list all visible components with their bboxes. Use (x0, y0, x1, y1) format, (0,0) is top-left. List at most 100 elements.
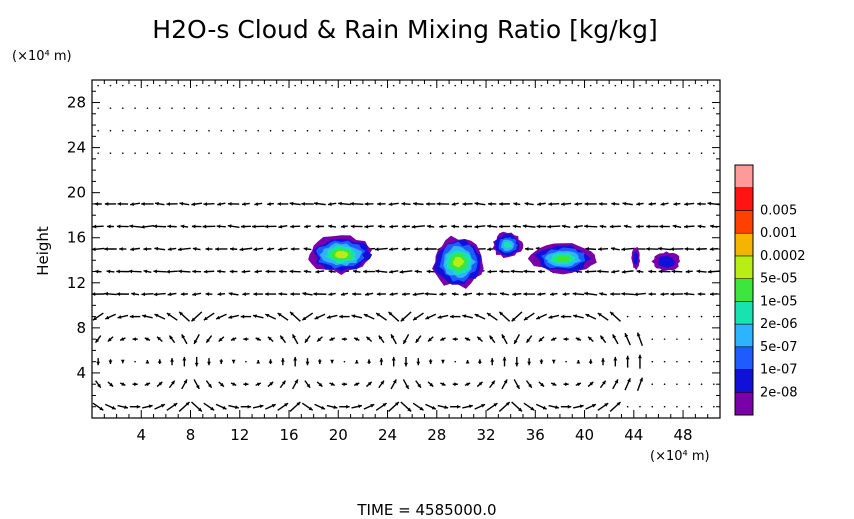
wind-arrowhead (684, 202, 688, 206)
wind-arrowhead (403, 339, 407, 344)
wind-dot (663, 338, 666, 340)
wind-arrowhead (278, 247, 282, 252)
wind-arrowhead (577, 382, 581, 387)
wind-arrowhead (217, 269, 221, 274)
wind-dot (368, 107, 370, 109)
wind-arrowhead (474, 313, 479, 318)
wind-arrowhead (512, 292, 517, 297)
wind-dot (516, 84, 518, 87)
wind-dot (466, 107, 469, 109)
x-tick-label: 44 (624, 426, 643, 444)
wind-arrowhead (501, 334, 506, 339)
wind-arrowhead (166, 313, 171, 317)
wind-arrowhead (604, 403, 609, 407)
wind-arrowhead (343, 382, 348, 387)
y-tick-label: 12 (67, 274, 86, 292)
wind-arrowhead (389, 247, 393, 252)
legend-swatch (734, 255, 754, 279)
wind-arrowhead (584, 291, 589, 296)
wind-arrowhead (425, 315, 430, 320)
wind-dot (294, 129, 296, 132)
wind-arrowhead (341, 224, 345, 229)
wind-arrowhead (293, 356, 298, 361)
wind-dot (602, 129, 604, 132)
legend-label: 1e-05 (760, 294, 798, 309)
wind-arrowhead (255, 337, 260, 342)
wind-arrowhead (228, 291, 233, 296)
wind-dot (405, 152, 407, 155)
wind-arrowhead (476, 292, 480, 296)
wind-arrowhead (242, 202, 246, 206)
wind-dot (602, 107, 604, 109)
wind-arrowhead (107, 224, 111, 229)
wind-dot (614, 107, 617, 109)
wind-arrowhead (611, 269, 616, 274)
wind-arrowhead (552, 382, 557, 386)
wind-arrowhead (197, 407, 202, 412)
wind-dot (134, 129, 136, 132)
wind-arrowhead (265, 313, 270, 318)
wind-arrowhead (524, 201, 529, 206)
wind-dot (503, 152, 506, 155)
wind-arrowhead (513, 202, 518, 206)
wind-dot (220, 107, 223, 109)
wind-arrowhead (389, 224, 393, 229)
wind-arrowhead (658, 246, 662, 251)
wind-arrowhead (400, 317, 405, 322)
wind-arrowhead (538, 337, 543, 342)
wind-arrowhead (230, 247, 234, 251)
wind-dot (442, 107, 444, 109)
wind-arrowhead (303, 269, 308, 274)
wind-dot (121, 84, 124, 87)
wind-arrowhead (419, 406, 424, 411)
wind-arrowhead (130, 247, 135, 252)
wind-dot (565, 360, 567, 363)
wind-arrowhead (710, 224, 714, 229)
y-tick-label: 28 (67, 94, 86, 112)
wind-arrowhead (105, 315, 110, 320)
wind-arrowhead (428, 337, 432, 342)
wind-arrowhead (609, 224, 614, 229)
wind-arrowhead (92, 316, 97, 321)
wind-arrowhead (399, 269, 404, 274)
wind-arrowhead (358, 404, 362, 409)
wind-arrowhead (474, 224, 479, 229)
wind-arrowhead (625, 355, 630, 360)
wind-dot (688, 383, 691, 386)
wind-arrowhead (658, 269, 663, 274)
wind-arrowhead (170, 358, 174, 362)
wind-arrowhead (157, 336, 162, 341)
wind-arrowhead (308, 406, 313, 411)
wind-arrowhead (622, 201, 627, 206)
wind-dot (626, 84, 629, 87)
wind-dot (331, 84, 333, 87)
wind-dot (663, 129, 666, 132)
wind-dot (651, 315, 654, 318)
y-tick-label: 4 (76, 364, 86, 382)
wind-arrowhead (425, 202, 430, 206)
wind-arrowhead (355, 382, 360, 387)
wind-arrowhead (588, 359, 593, 363)
wind-arrowhead (290, 224, 294, 229)
wind-dot (269, 107, 272, 109)
legend-swatch (734, 278, 754, 302)
wind-arrowhead (267, 202, 271, 206)
wind-arrowhead (613, 356, 618, 361)
wind-arrowhead (284, 403, 289, 407)
wind-dot (491, 84, 493, 87)
wind-dot (466, 84, 469, 87)
wind-arrowhead (304, 338, 309, 343)
wind-dot (589, 84, 592, 87)
wind-arrowhead (579, 404, 584, 409)
wind-arrowhead (144, 337, 149, 342)
wind-dot (700, 405, 703, 408)
wind-arrowhead (646, 224, 650, 229)
wind-arrowhead (388, 311, 393, 316)
legend-label: 0.001 (760, 226, 797, 241)
wind-arrowhead (303, 247, 308, 251)
wind-arrowhead (106, 269, 111, 274)
y-axis-label: Height (34, 226, 52, 276)
wind-arrowhead (305, 361, 310, 366)
wind-arrowhead (240, 224, 245, 229)
wind-arrowhead (192, 292, 197, 297)
